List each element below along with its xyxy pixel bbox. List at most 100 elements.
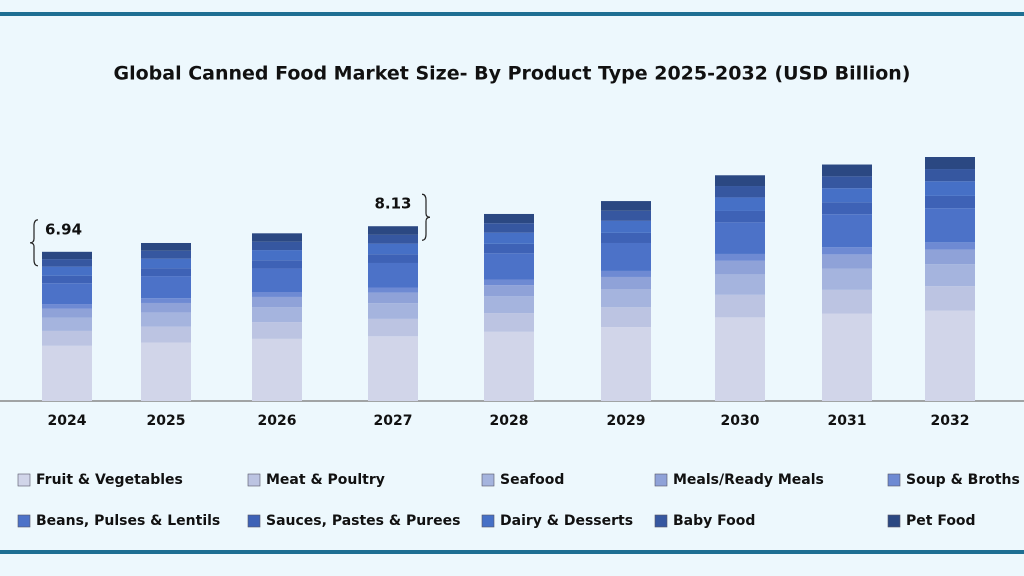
bar-segment: [141, 298, 191, 303]
legend-label: Pet Food: [906, 513, 976, 529]
bar-segment: [252, 233, 302, 242]
bar-segment: [601, 232, 651, 243]
bar-segment: [822, 254, 872, 269]
bar-segment: [925, 169, 975, 182]
bar-segment: [601, 220, 651, 233]
bar-segment: [141, 242, 191, 251]
bar-segment: [42, 275, 92, 284]
bar-segment: [252, 292, 302, 297]
annotation-label: 8.13: [374, 195, 411, 213]
bar-segment: [925, 286, 975, 311]
bar-segment: [484, 232, 534, 244]
bar-segment: [252, 241, 302, 251]
bar-segment: [42, 251, 92, 260]
x-tick-label: 2029: [607, 413, 646, 429]
bar-segment: [601, 276, 651, 289]
bar-segment: [141, 258, 191, 269]
bar-segment: [822, 188, 872, 203]
bar-segment: [601, 327, 651, 401]
annotation-label: 6.94: [45, 220, 82, 238]
bar-segment: [715, 197, 765, 211]
bar-segment: [141, 342, 191, 401]
bar-segment: [42, 308, 92, 318]
bar-segment: [925, 208, 975, 243]
bar-segment: [601, 210, 651, 221]
legend-label: Sauces, Pastes & Purees: [266, 513, 460, 529]
x-tick-label: 2025: [147, 413, 186, 429]
legend-label: Beans, Pulses & Lentils: [36, 513, 220, 529]
bar-segment: [484, 213, 534, 224]
bar-segment: [715, 222, 765, 254]
bar-segment: [42, 330, 92, 346]
legend-swatch: [17, 514, 31, 528]
bar-segment: [368, 226, 418, 235]
x-tick-label: 2032: [931, 413, 970, 429]
bar-segment: [822, 214, 872, 248]
legend-swatch: [481, 473, 495, 487]
bar-segment: [252, 250, 302, 261]
bar-segment: [42, 345, 92, 401]
bar-segment: [484, 313, 534, 332]
annotation-brace: [421, 193, 431, 241]
legend-swatch: [887, 514, 901, 528]
bar-segment: [368, 262, 418, 288]
bar-segment: [925, 157, 975, 170]
bar-segment: [484, 331, 534, 401]
annotation-brace: [29, 219, 39, 267]
x-tick-label: 2026: [258, 413, 297, 429]
bar-segment: [484, 296, 534, 314]
legend-swatch: [481, 514, 495, 528]
bar-segment: [368, 292, 418, 304]
legend-swatch: [17, 473, 31, 487]
x-tick-label: 2027: [374, 413, 413, 429]
bar-segment: [601, 307, 651, 328]
bar-segment: [141, 326, 191, 343]
bar-segment: [484, 279, 534, 286]
legend-label: Fruit & Vegetables: [36, 472, 183, 488]
x-tick-label: 2024: [48, 413, 87, 429]
bar-segment: [42, 283, 92, 305]
legend-swatch: [247, 473, 261, 487]
bar-segment: [141, 268, 191, 277]
bar-segment: [252, 268, 302, 293]
bar-segment: [252, 338, 302, 401]
bar-segment: [822, 289, 872, 314]
bar-segment: [141, 250, 191, 259]
bar-segment: [601, 288, 651, 308]
legend-swatch: [654, 473, 668, 487]
bar-segment: [252, 307, 302, 323]
bar-segment: [141, 302, 191, 313]
bar-segment: [715, 186, 765, 198]
bar-segment: [822, 202, 872, 215]
bar-segment: [484, 253, 534, 280]
bottom-rule: [0, 550, 1024, 554]
bar-segment: [715, 260, 765, 275]
bar-segment: [368, 254, 418, 263]
bar-segment: [42, 317, 92, 331]
bar-segment: [925, 195, 975, 209]
bar-segment: [252, 322, 302, 339]
bar-segment: [368, 243, 418, 255]
x-tick-label: 2028: [490, 413, 529, 429]
bar-segment: [484, 223, 534, 233]
bar-segment: [822, 313, 872, 401]
bar-segment: [141, 312, 191, 327]
bar-segment: [715, 317, 765, 401]
bar-segment: [822, 268, 872, 290]
legend-label: Baby Food: [673, 513, 755, 529]
legend-label: Meals/Ready Meals: [673, 472, 824, 488]
bar-segment: [715, 294, 765, 318]
bar-segment: [42, 259, 92, 267]
bar-segment: [368, 287, 418, 293]
x-tick-label: 2030: [721, 413, 760, 429]
bar-segment: [368, 234, 418, 244]
x-tick-label: 2031: [828, 413, 867, 429]
bar-segment: [484, 285, 534, 297]
legend-label: Dairy & Desserts: [500, 513, 633, 529]
legend-swatch: [654, 514, 668, 528]
bar-segment: [141, 276, 191, 299]
top-rule: [0, 12, 1024, 16]
bar-segment: [252, 296, 302, 308]
legend-swatch: [247, 514, 261, 528]
